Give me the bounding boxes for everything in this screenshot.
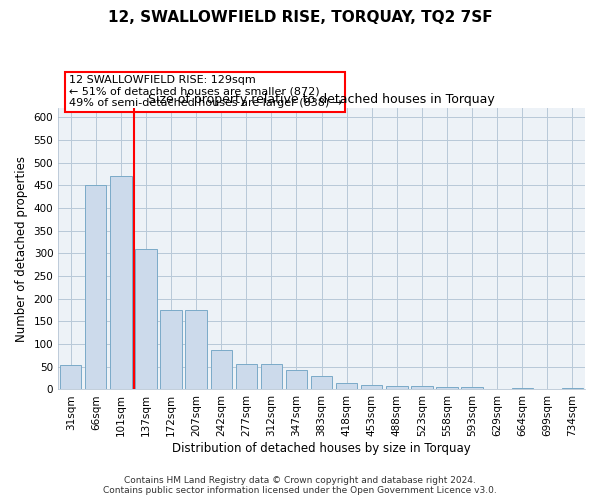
Bar xyxy=(236,364,257,390)
Text: 12, SWALLOWFIELD RISE, TORQUAY, TQ2 7SF: 12, SWALLOWFIELD RISE, TORQUAY, TQ2 7SF xyxy=(107,10,493,25)
Bar xyxy=(286,370,307,390)
Bar xyxy=(185,310,207,390)
Bar xyxy=(461,386,483,390)
Bar xyxy=(211,350,232,390)
Text: Contains HM Land Registry data © Crown copyright and database right 2024.
Contai: Contains HM Land Registry data © Crown c… xyxy=(103,476,497,495)
Bar xyxy=(336,382,358,390)
Bar xyxy=(411,386,433,390)
Bar xyxy=(361,386,382,390)
Bar xyxy=(60,366,82,390)
Bar xyxy=(261,364,282,390)
Text: 12 SWALLOWFIELD RISE: 129sqm
← 51% of detached houses are smaller (872)
49% of s: 12 SWALLOWFIELD RISE: 129sqm ← 51% of de… xyxy=(69,75,342,108)
Title: Size of property relative to detached houses in Torquay: Size of property relative to detached ho… xyxy=(148,92,495,106)
Bar xyxy=(110,176,131,390)
Y-axis label: Number of detached properties: Number of detached properties xyxy=(15,156,28,342)
Bar xyxy=(562,388,583,390)
Bar xyxy=(436,386,458,390)
Bar xyxy=(512,388,533,390)
Bar xyxy=(85,186,106,390)
Bar xyxy=(136,249,157,390)
X-axis label: Distribution of detached houses by size in Torquay: Distribution of detached houses by size … xyxy=(172,442,471,455)
Bar xyxy=(160,310,182,390)
Bar xyxy=(386,386,407,390)
Bar xyxy=(311,376,332,390)
